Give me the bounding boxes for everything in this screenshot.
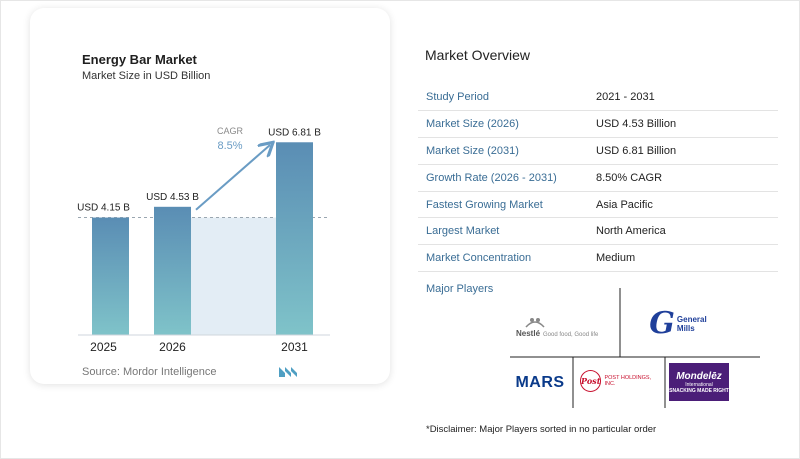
cagr-arrow (195, 145, 270, 211)
data-label: USD 4.53 B (146, 192, 199, 203)
growth-area (191, 217, 276, 335)
overview-value: Medium (594, 244, 778, 273)
overview-label: Fastest Growing Market (418, 191, 594, 219)
nestle-logo: Nestlé Good food, Good life (516, 304, 616, 346)
bar (92, 217, 129, 335)
overview-label: Market Size (2026) (418, 110, 594, 139)
overview-value: USD 6.81 Billion (594, 137, 778, 165)
overview-value: 2021 - 2031 (594, 84, 778, 112)
x-tick-label: 2031 (281, 340, 308, 354)
major-players-logos: Nestlé Good food, Good life G General Mi… (510, 288, 760, 408)
overview-table: Study Period 2021 - 2031 Market Size (2026… (418, 84, 778, 273)
overview-label: Market Size (2031) (418, 137, 594, 165)
overview-label: Study Period (418, 84, 594, 112)
overview-value: USD 4.53 Billion (594, 110, 778, 139)
disclaimer: *Disclaimer: Major Players sorted in no … (426, 424, 657, 435)
overview-label: Market Concentration (418, 244, 594, 273)
overview-label: Growth Rate (2026 - 2031) (418, 164, 594, 192)
bar (154, 206, 191, 335)
general-mills-logo: G General Mills (636, 302, 720, 346)
general-mills-line1: General (676, 315, 707, 324)
mondelez-tagline: SNACKING MADE RIGHT (669, 387, 729, 394)
x-tick-label: 2026 (159, 340, 186, 354)
post-holdings-name: POST HOLDINGS, INC. (604, 375, 652, 387)
overview-label: Largest Market (418, 217, 594, 246)
data-label: USD 4.15 B (77, 203, 130, 214)
chart-subtitle: Market Size in USD Billion (82, 70, 211, 82)
chart-title: Energy Bar Market (82, 52, 197, 67)
overview-row: Market Size (2026) USD 4.53 Billion (418, 110, 778, 139)
source-text: Source: Mordor Intelligence (82, 366, 217, 378)
mondelez-name: Mondelēz (676, 370, 722, 382)
data-label: USD 6.81 B (268, 127, 321, 138)
nest-icon (525, 317, 545, 328)
overview-row: Market Concentration Medium (418, 244, 778, 273)
cagr-value: 8.5% (217, 140, 242, 152)
post-mark-icon: Post (580, 370, 602, 392)
overview-row: Growth Rate (2026 - 2031) 8.50% CAGR (418, 164, 778, 192)
nestle-name: Nestlé (516, 328, 541, 338)
overview-row: Largest Market North America (418, 217, 778, 246)
major-players-title: Major Players (426, 283, 494, 295)
general-mills-line2: Mills (676, 324, 695, 333)
overview-value: 8.50% CAGR (594, 164, 778, 192)
mars-logo: MARS (510, 366, 570, 400)
overview-value: North America (594, 217, 778, 246)
overview-row: Fastest Growing Market Asia Pacific (418, 191, 778, 219)
overview-row: Study Period 2021 - 2031 (418, 84, 778, 112)
post-mark: Post (581, 376, 601, 386)
general-mills-g-icon: G (649, 306, 675, 341)
x-tick-label: 2025 (90, 340, 117, 354)
mars-text: MARS (515, 374, 565, 391)
post-holdings-logo: Post POST HOLDINGS, INC. (580, 361, 662, 401)
nestle-tagline: Good food, Good life (543, 331, 599, 338)
cagr-label: CAGR (217, 126, 244, 136)
mondelez-logo: Mondelēz International SNACKING MADE RIG… (669, 363, 729, 401)
overview-value: Asia Pacific (594, 191, 778, 219)
market-overview-title: Market Overview (425, 47, 531, 63)
mondelez-sub: International (685, 381, 713, 388)
overview-row: Market Size (2031) USD 6.81 Billion (418, 137, 778, 165)
bar (276, 142, 313, 335)
logo-grid-lines (510, 288, 760, 408)
